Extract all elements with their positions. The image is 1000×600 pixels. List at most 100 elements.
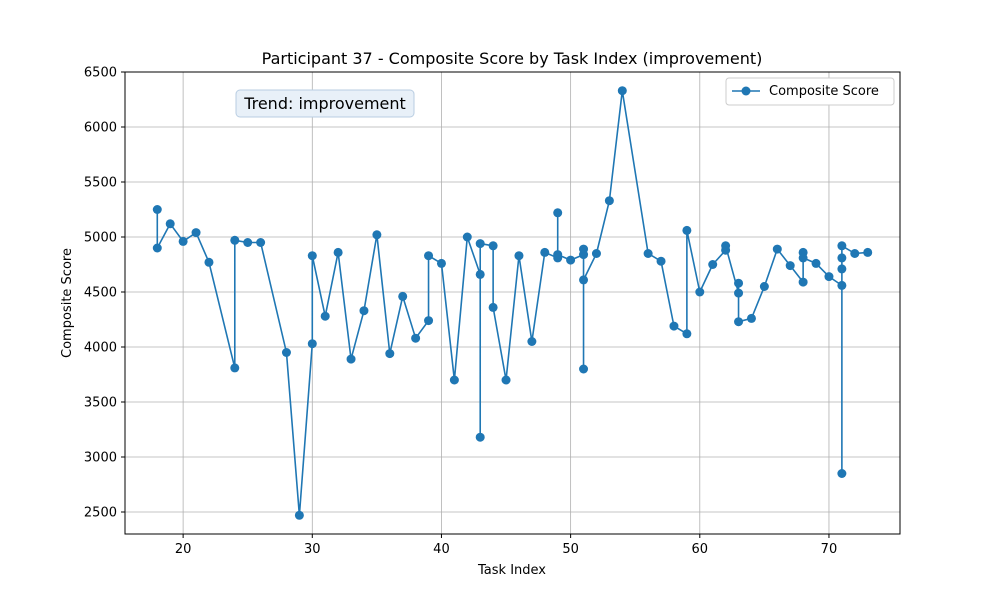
data-point: [436, 258, 446, 268]
data-point: [152, 205, 162, 214]
data-point: [475, 432, 485, 442]
data-point: [488, 241, 498, 251]
data-point: [385, 349, 395, 359]
data-point: [424, 251, 434, 261]
data-point: [488, 302, 498, 312]
data-point: [191, 228, 201, 238]
plot-frame: [124, 71, 901, 535]
data-point: [333, 247, 343, 257]
legend-entry-composite-score: Composite Score: [769, 84, 879, 99]
trend-annotation-text: Trend: improvement: [243, 94, 406, 113]
data-point: [204, 257, 214, 267]
y-tick-label: 4500: [84, 286, 117, 301]
data-point: [850, 249, 860, 258]
data-point: [669, 321, 679, 331]
data-point: [411, 333, 421, 343]
y-tick-label: 6000: [84, 121, 117, 136]
data-point: [424, 316, 434, 326]
data-point: [824, 272, 834, 282]
data-point: [566, 255, 576, 265]
data-point: [230, 235, 240, 245]
y-tick-label: 5000: [84, 231, 117, 246]
legend: Composite Score: [725, 77, 895, 106]
trend-annotation: Trend: improvement: [235, 89, 415, 118]
data-point: [746, 313, 756, 323]
data-point: [165, 219, 175, 229]
data-point: [837, 280, 847, 290]
data-point: [281, 348, 291, 357]
data-point: [320, 311, 330, 321]
grid: [125, 71, 900, 534]
data-point: [178, 236, 188, 246]
data-point: [307, 339, 317, 349]
data-point: [837, 264, 847, 274]
data-point: [475, 239, 485, 249]
data-point: [734, 317, 744, 327]
data-point: [540, 247, 550, 257]
data-point: [591, 249, 601, 258]
data-point: [579, 275, 589, 285]
data-point: [514, 251, 524, 261]
data-point: [837, 241, 847, 251]
x-tick-label: 60: [692, 542, 709, 557]
x-tick-label: 30: [304, 542, 321, 557]
data-point: [346, 354, 356, 364]
chart-title: Participant 37 - Composite Score by Task…: [262, 49, 763, 68]
data-point: [579, 244, 589, 254]
data-point: [475, 269, 485, 279]
data-point: [359, 306, 369, 316]
data-point: [772, 244, 782, 254]
data-point: [372, 230, 382, 240]
data-point: [682, 225, 692, 235]
data-point: [798, 277, 808, 287]
data-point: [695, 287, 705, 297]
data-point: [604, 196, 614, 206]
data-point: [759, 282, 769, 291]
x-tick-label: 70: [821, 542, 838, 557]
x-tick-label: 50: [562, 542, 579, 557]
series-line: [156, 89, 868, 517]
y-tick-label: 6500: [84, 66, 117, 81]
legend-box: [725, 77, 895, 106]
data-point: [656, 256, 666, 266]
data-point: [617, 86, 627, 96]
data-point: [294, 510, 304, 520]
data-point: [553, 208, 563, 218]
series-composite-score: [152, 86, 873, 520]
data-point: [152, 243, 162, 253]
x-axis-label: Task Index: [477, 563, 546, 578]
data-point: [708, 260, 718, 269]
data-point: [734, 288, 744, 298]
data-point: [811, 258, 821, 268]
y-tick-label: 4000: [84, 341, 117, 356]
data-point: [527, 337, 537, 346]
y-tick-label: 3000: [84, 451, 117, 466]
data-point: [307, 251, 317, 261]
y-axis-label: Composite Score: [60, 248, 75, 358]
data-point: [682, 329, 692, 339]
data-point: [837, 253, 847, 263]
data-point: [398, 291, 408, 301]
y-tick-label: 5500: [84, 176, 117, 191]
data-point: [863, 247, 873, 257]
data-point: [230, 363, 240, 373]
data-point: [798, 253, 808, 263]
x-tick-label: 20: [175, 542, 192, 557]
y-tick-label: 3500: [84, 396, 117, 411]
data-point: [462, 232, 472, 242]
data-point: [449, 375, 459, 385]
legend-point-marker: [741, 86, 751, 96]
data-point: [579, 364, 589, 374]
data-point: [256, 238, 266, 247]
data-point: [734, 278, 744, 288]
axis-ticks: 20 30 40 50 60 70 2500 3000 3500 4000 4500 5000 5500…: [84, 66, 837, 558]
data-point: [501, 375, 511, 385]
y-tick-label: 2500: [84, 506, 117, 521]
trend-annotation-box: [235, 89, 415, 118]
data-point: [837, 469, 847, 478]
data-point: [785, 261, 795, 271]
x-tick-label: 40: [433, 542, 450, 557]
data-point: [243, 238, 253, 247]
data-point: [721, 241, 731, 251]
